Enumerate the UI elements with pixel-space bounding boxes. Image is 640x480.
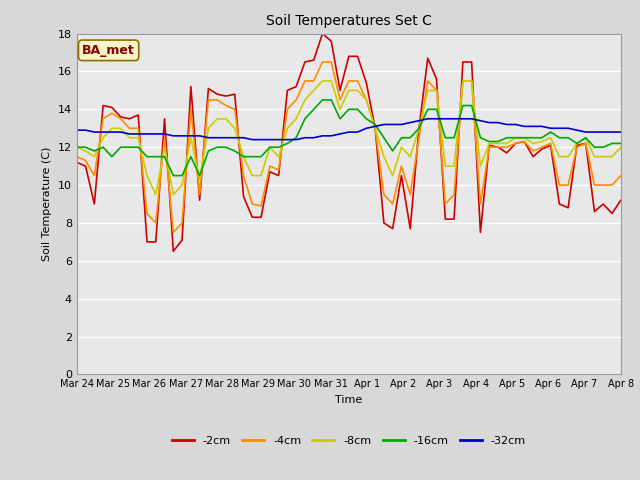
-32cm	[239, 135, 247, 141]
-4cm	[345, 78, 353, 84]
-32cm	[617, 129, 625, 135]
-2cm	[362, 80, 370, 86]
-2cm	[468, 59, 476, 65]
-2cm	[170, 249, 177, 254]
-8cm	[608, 154, 616, 159]
-16cm	[345, 107, 353, 112]
Line: -8cm: -8cm	[77, 81, 621, 194]
-4cm	[362, 97, 370, 103]
-16cm	[319, 97, 326, 103]
Line: -2cm: -2cm	[77, 34, 621, 252]
-32cm	[222, 135, 230, 141]
-4cm	[170, 229, 177, 235]
-8cm	[73, 144, 81, 150]
-8cm	[468, 78, 476, 84]
-16cm	[231, 148, 239, 154]
-4cm	[319, 59, 326, 65]
-32cm	[248, 137, 256, 143]
-16cm	[608, 141, 616, 146]
-4cm	[73, 154, 81, 159]
-2cm	[248, 215, 256, 220]
-32cm	[424, 116, 431, 121]
-16cm	[73, 144, 81, 150]
-8cm	[152, 192, 159, 197]
Text: BA_met: BA_met	[82, 44, 135, 57]
-16cm	[248, 154, 256, 159]
Legend: -2cm, -4cm, -8cm, -16cm, -32cm: -2cm, -4cm, -8cm, -16cm, -32cm	[167, 431, 531, 450]
-32cm	[73, 127, 81, 133]
-16cm	[468, 103, 476, 108]
-16cm	[617, 141, 625, 146]
-32cm	[608, 129, 616, 135]
-8cm	[617, 144, 625, 150]
-8cm	[362, 97, 370, 103]
-2cm	[608, 211, 616, 216]
-4cm	[617, 173, 625, 179]
-4cm	[231, 107, 239, 112]
-8cm	[345, 87, 353, 93]
Line: -4cm: -4cm	[77, 62, 621, 232]
Y-axis label: Soil Temperature (C): Soil Temperature (C)	[42, 147, 52, 261]
-4cm	[248, 201, 256, 207]
Line: -32cm: -32cm	[77, 119, 621, 140]
-2cm	[73, 159, 81, 165]
-8cm	[248, 173, 256, 179]
-32cm	[354, 129, 362, 135]
-16cm	[170, 173, 177, 179]
-2cm	[231, 91, 239, 97]
-32cm	[468, 116, 476, 121]
-4cm	[468, 78, 476, 84]
-2cm	[319, 31, 326, 36]
Title: Soil Temperatures Set C: Soil Temperatures Set C	[266, 14, 432, 28]
X-axis label: Time: Time	[335, 395, 362, 405]
-8cm	[231, 125, 239, 131]
Line: -16cm: -16cm	[77, 100, 621, 176]
-16cm	[362, 116, 370, 121]
-2cm	[617, 197, 625, 203]
-32cm	[336, 131, 344, 137]
-8cm	[319, 78, 326, 84]
-2cm	[345, 53, 353, 59]
-4cm	[608, 182, 616, 188]
